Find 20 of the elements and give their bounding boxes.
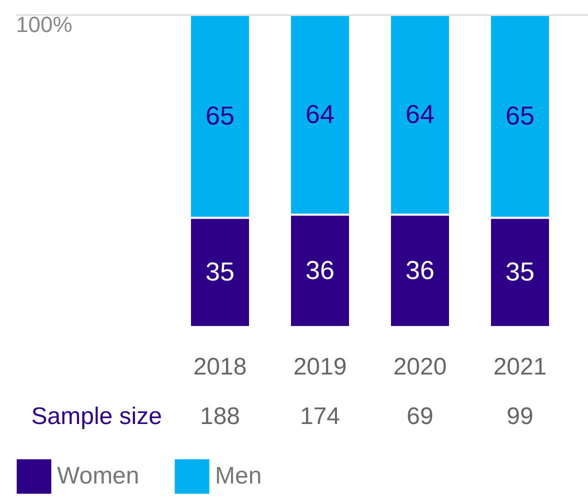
data-label: 64 <box>306 98 334 129</box>
x-tick-label: 2019 <box>293 354 347 380</box>
text: 174 <box>300 403 340 430</box>
text: 188 <box>200 403 240 430</box>
data-label: 35 <box>206 256 234 286</box>
data-label: 65 <box>206 100 234 130</box>
x-tick-label: 2020 <box>393 354 447 380</box>
text: Sample size <box>31 403 162 430</box>
legend-label: Men <box>215 462 262 490</box>
data-label: 35 <box>506 256 534 286</box>
data-label: 36 <box>306 254 334 285</box>
x-tick-label: 2018 <box>193 354 247 380</box>
text: 69 <box>406 403 434 430</box>
data-label: 64 <box>406 98 434 129</box>
text: 99 <box>506 403 534 430</box>
data-label: 65 <box>506 100 534 130</box>
data-label: 36 <box>406 254 434 285</box>
legend-label: Women <box>57 462 140 490</box>
x-tick-label: 2021 <box>493 354 547 380</box>
ref-line-label: 100% <box>16 12 72 37</box>
